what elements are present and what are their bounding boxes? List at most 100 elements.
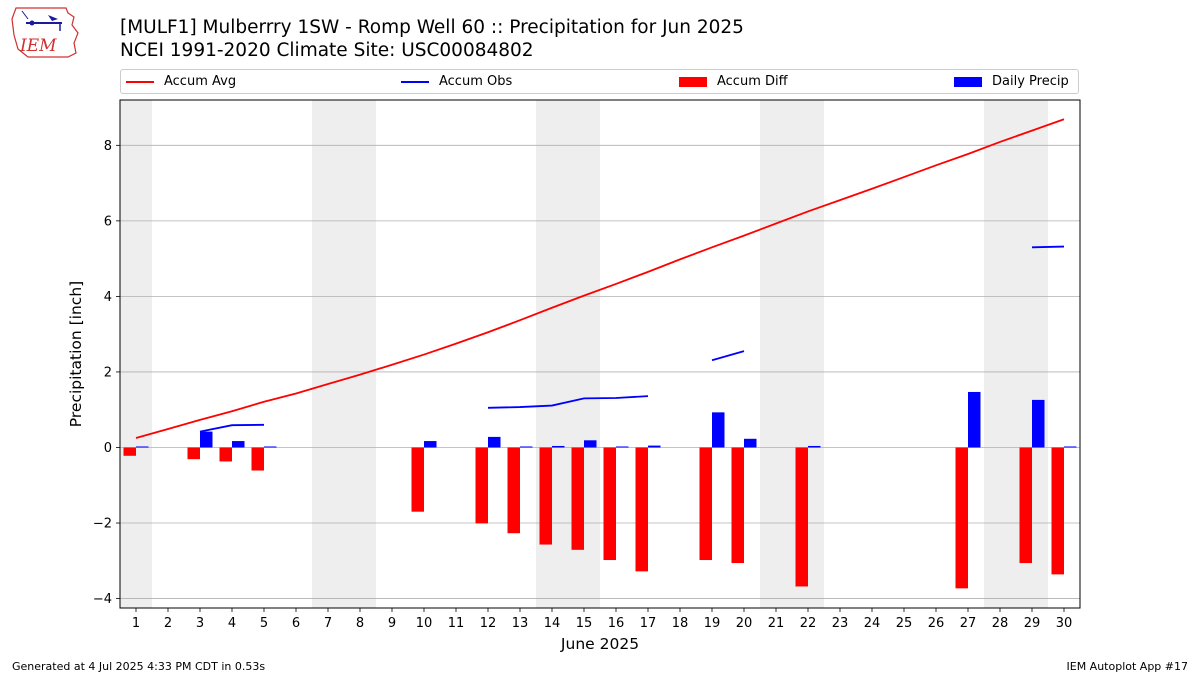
x-tick-label: 14 [544,616,561,631]
daily-precip-bar [968,391,981,448]
x-tick-label: 3 [196,616,204,631]
legend-item-accum-diff: Accum Diff [679,70,788,93]
x-tick-label: 25 [896,616,913,631]
accum-diff-bar [475,447,488,524]
legend-label-daily-precip: Daily Precip [992,74,1069,89]
weekend-band [984,100,1048,608]
daily-precip-bar [520,446,533,448]
x-tick-label: 22 [800,616,817,631]
iem-logo: IEM [11,7,79,58]
x-tick-label: 26 [928,616,945,631]
daily-precip-bar [712,412,725,448]
x-tick-label: 24 [864,616,881,631]
accum-obs-line [199,423,265,433]
accum-avg-line [135,118,1065,439]
x-tick-label: 11 [448,616,465,631]
x-tick-label: 2 [164,616,172,631]
x-tick-label: 9 [388,616,396,631]
daily-precip-bar [424,441,437,448]
x-tick-label: 16 [608,616,625,631]
daily-precip-bar [232,441,245,448]
y-tick-label: 4 [104,290,112,305]
daily-precip-bar [616,446,629,448]
accum-diff-bar [795,447,808,587]
weekend-band [312,100,376,608]
daily-precip-bar [744,438,757,448]
y-tick-label: −4 [93,592,112,607]
legend-label-accum-diff: Accum Diff [717,74,788,89]
x-tick-label: 12 [480,616,497,631]
chart-title: [MULF1] Mulberrry 1SW - Romp Well 60 :: … [120,17,744,38]
x-tick-label: 27 [960,616,977,631]
legend-item-daily-precip: Daily Precip [954,70,1069,93]
accum-obs-line [487,395,649,409]
plot-frame [119,99,1081,609]
weekend-band [120,100,152,608]
x-tick-label: 18 [672,616,689,631]
x-tick-label: 23 [832,616,849,631]
legend-swatch-accum-diff [679,76,707,87]
accum-diff-bar [955,447,968,589]
daily-precip-bar [488,436,501,448]
legend-item-accum-obs: Accum Obs [401,70,512,93]
accum-diff-bar [603,447,616,561]
y-axis-label: Precipitation [inch] [67,281,85,427]
footer-app-text: IEM Autoplot App #17 [1066,660,1189,673]
legend-swatch-daily-precip [954,76,982,87]
x-tick-label: 10 [416,616,433,631]
x-tick-label: 8 [356,616,364,631]
daily-precip-bar [264,446,277,448]
logo-text: IEM [19,36,57,56]
accum-diff-bar [635,447,648,572]
y-tick-label: 8 [104,139,112,154]
daily-precip-bar [136,446,149,448]
legend-item-accum-avg: Accum Avg [126,70,236,93]
x-axis-label: June 2025 [560,635,639,653]
legend-label-accum-avg: Accum Avg [164,74,237,89]
x-tick-label: 15 [576,616,593,631]
daily-precip-bar [808,445,821,448]
x-tick-label: 30 [1056,616,1073,631]
daily-precip-bar [648,445,661,448]
accum-diff-bar [411,447,424,512]
x-tick-label: 17 [640,616,657,631]
accum-diff-bar [539,447,552,545]
y-tick-label: 0 [104,441,112,456]
daily-precip-bar [584,440,597,448]
accum-diff-bar [1051,447,1064,575]
chart-subtitle: NCEI 1991-2020 Climate Site: USC00084802 [120,40,534,61]
x-tick-label: 20 [736,616,753,631]
legend-swatch-accum-avg [126,80,154,83]
accum-diff-bar [731,447,744,564]
daily-precip-bar [552,445,565,448]
daily-precip-bar [1064,446,1077,448]
accum-diff-bar [187,447,200,460]
x-tick-label: 29 [1024,616,1041,631]
x-tick-label: 13 [512,616,529,631]
accum-diff-bar [571,447,584,550]
legend-swatch-accum-obs [401,80,429,83]
y-tick-label: −2 [93,517,112,532]
y-tick-label: 2 [104,365,112,380]
y-tick-label: 6 [104,214,112,229]
daily-precip-bar [1032,399,1045,448]
x-tick-label: 19 [704,616,721,631]
accum-diff-bar [251,447,264,471]
x-tick-label: 6 [292,616,300,631]
accum-diff-bar [219,447,232,462]
accum-diff-bar [1019,447,1032,564]
accum-diff-bar [507,447,520,534]
x-tick-label: 1 [132,616,140,631]
x-tick-label: 4 [228,616,236,631]
x-tick-label: 21 [768,616,785,631]
daily-precip-bar [200,431,213,448]
accum-obs-line [711,350,745,362]
accum-diff-bar [123,447,136,456]
footer-generated-text: Generated at 4 Jul 2025 4:33 PM CDT in 0… [12,660,266,673]
x-tick-label: 7 [324,616,332,631]
x-tick-label: 5 [260,616,268,631]
accum-diff-bar [699,447,712,561]
weekend-band [760,100,824,608]
legend-label-accum-obs: Accum Obs [439,74,513,89]
